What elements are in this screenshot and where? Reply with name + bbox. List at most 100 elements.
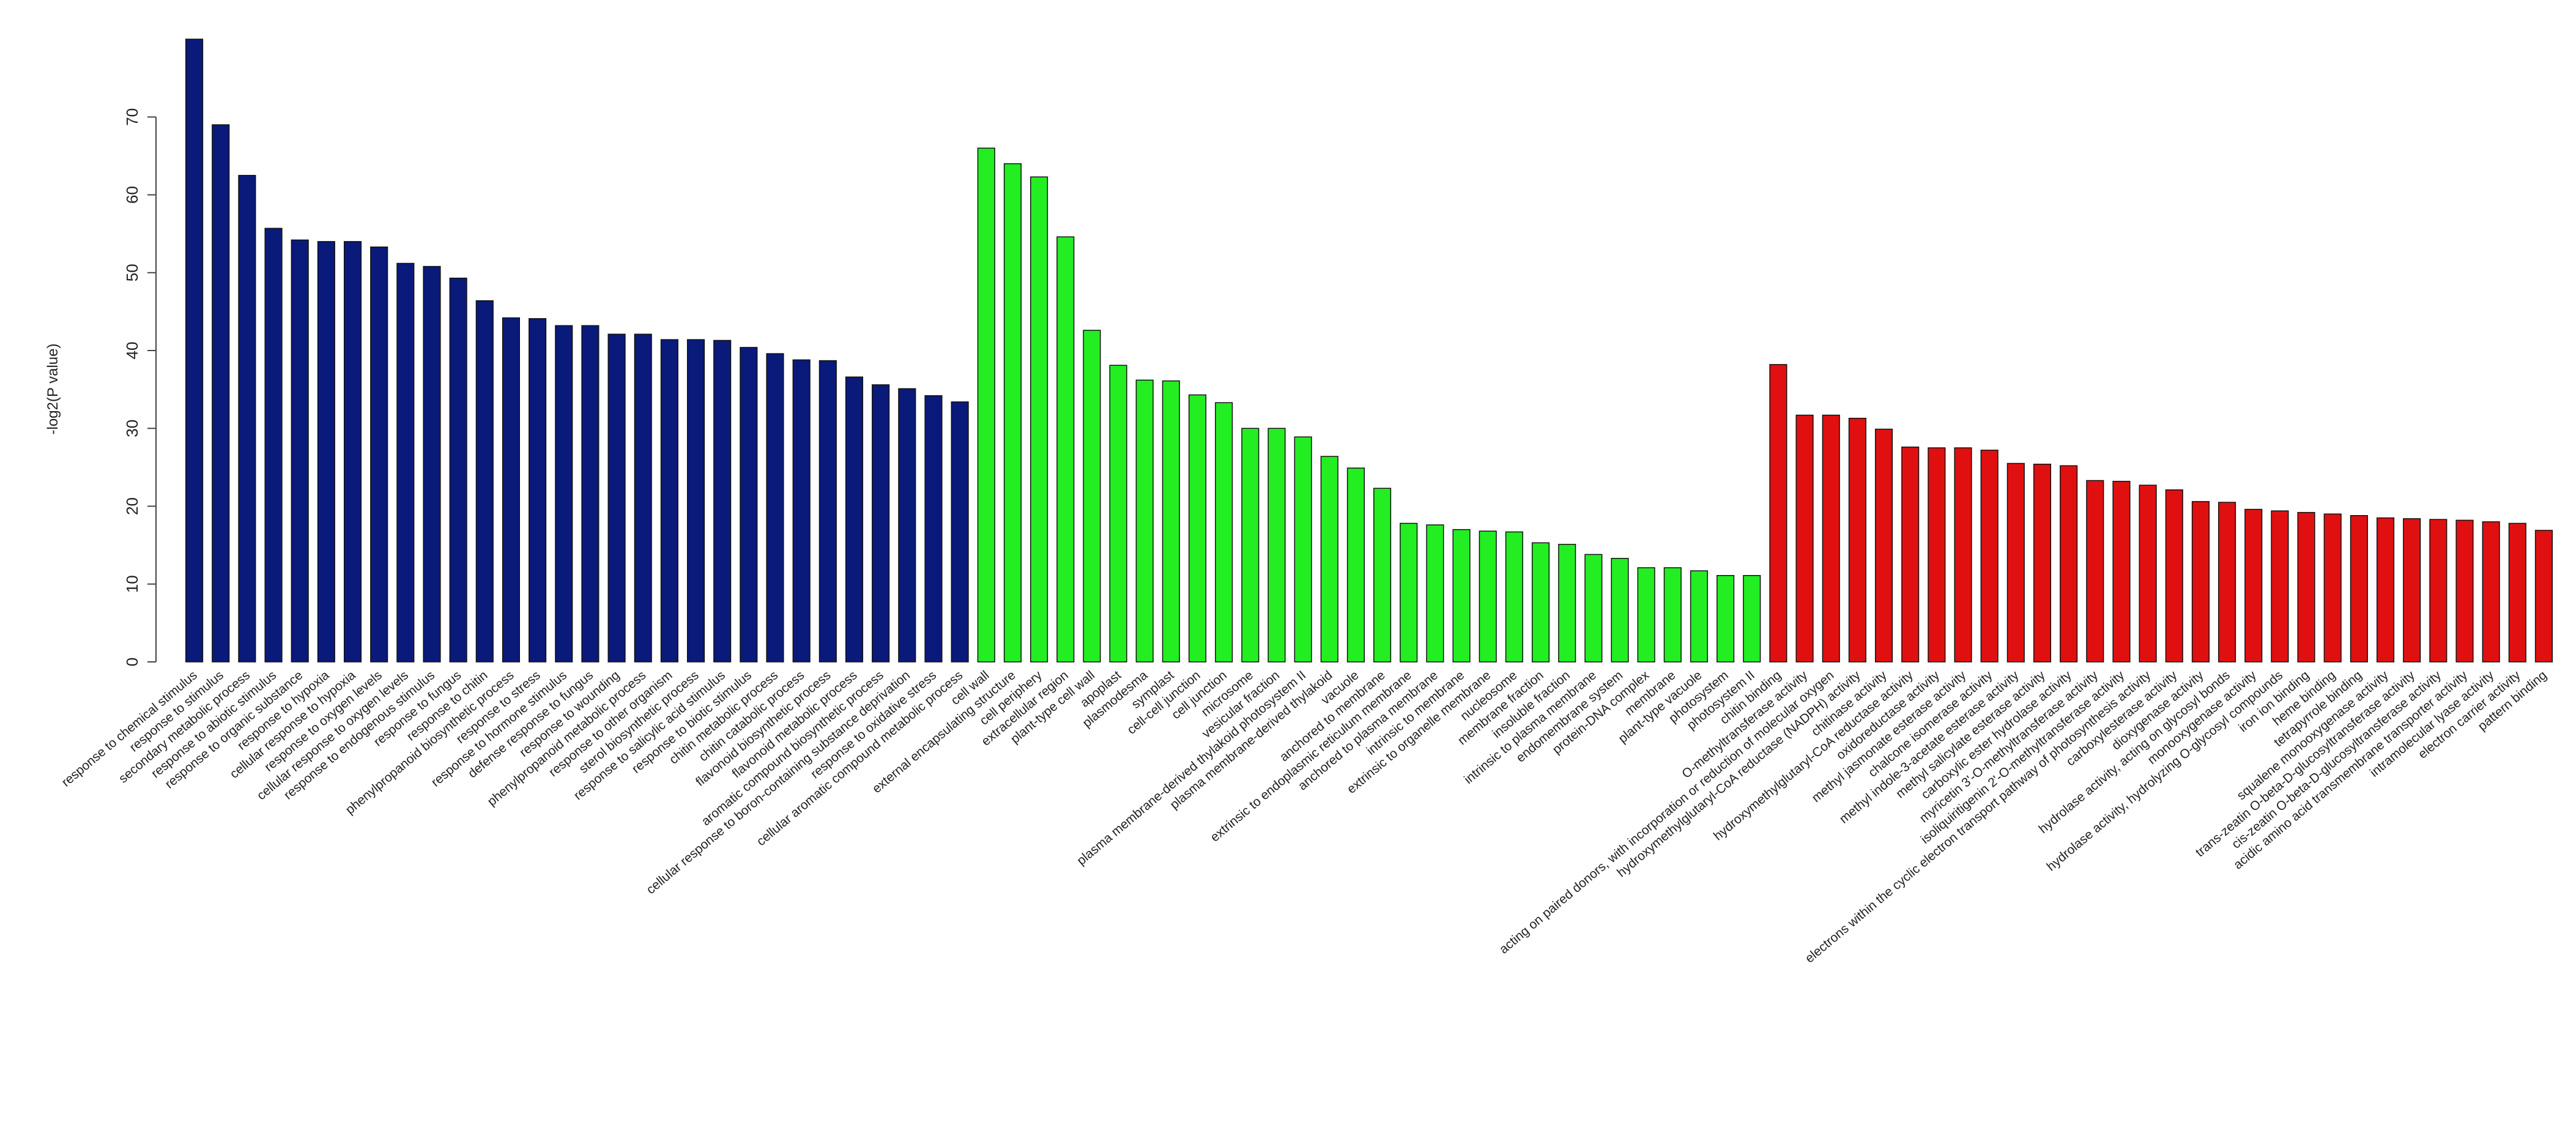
bar xyxy=(2455,519,2474,663)
bar xyxy=(238,174,256,663)
y-tick-label: 10 xyxy=(123,575,141,593)
bar xyxy=(264,228,283,663)
bar xyxy=(2403,518,2421,663)
bar xyxy=(1743,575,1761,663)
bar xyxy=(2429,519,2448,663)
bar xyxy=(317,241,335,663)
bar xyxy=(2218,502,2236,663)
bar xyxy=(1479,530,1497,663)
bar xyxy=(2033,464,2052,663)
bar xyxy=(1188,394,1207,663)
bar xyxy=(1663,567,1682,663)
bar xyxy=(212,124,230,663)
bar xyxy=(1268,428,1286,663)
bar xyxy=(370,247,388,663)
y-tick-label: 60 xyxy=(123,186,141,204)
y-tick-label: 40 xyxy=(123,342,141,360)
bar xyxy=(1611,558,1629,663)
bar xyxy=(2139,484,2157,663)
bar xyxy=(2271,510,2289,663)
y-tick-label: 0 xyxy=(123,658,141,666)
bar xyxy=(713,340,732,663)
bar xyxy=(924,395,943,663)
bar xyxy=(660,339,678,663)
bar xyxy=(1769,364,1787,663)
bar xyxy=(291,239,309,663)
bar xyxy=(1874,428,1893,663)
bar xyxy=(1294,436,1312,663)
bar xyxy=(1531,542,1550,663)
bar xyxy=(2297,511,2315,663)
bar xyxy=(1980,450,1999,663)
bar xyxy=(1822,414,1840,663)
bar xyxy=(2165,489,2183,663)
bar xyxy=(1795,414,1814,663)
bar xyxy=(449,277,467,663)
bar xyxy=(1954,447,1972,663)
y-tick-label: 20 xyxy=(123,497,141,515)
bar xyxy=(1452,529,1471,663)
bar xyxy=(1505,531,1523,663)
bar xyxy=(423,265,441,663)
y-tick-label: 50 xyxy=(123,264,141,281)
bar xyxy=(529,318,547,663)
bar xyxy=(1241,428,1260,663)
bar xyxy=(2323,513,2342,663)
bar xyxy=(845,376,864,663)
bar xyxy=(818,360,837,663)
bar xyxy=(2534,530,2553,663)
y-tick-label: 30 xyxy=(123,420,141,437)
bar xyxy=(1030,176,1049,663)
bar xyxy=(502,317,521,663)
bar xyxy=(766,353,784,663)
bar xyxy=(2508,522,2526,663)
bar xyxy=(1109,365,1127,663)
bar xyxy=(343,241,362,663)
bar xyxy=(898,388,916,663)
bar xyxy=(2482,521,2500,663)
bar xyxy=(1135,379,1154,663)
bar xyxy=(555,325,573,663)
bar xyxy=(1373,488,1392,663)
bar xyxy=(1346,467,1365,663)
bar xyxy=(2350,515,2368,663)
bar xyxy=(740,347,758,663)
bar xyxy=(1901,447,1920,663)
bar xyxy=(2376,517,2395,663)
bar xyxy=(2006,462,2025,663)
bar xyxy=(1717,575,1735,663)
bar xyxy=(1056,236,1075,663)
bar xyxy=(1637,567,1655,663)
bar xyxy=(1690,570,1709,663)
bar xyxy=(2086,480,2104,663)
bar xyxy=(607,333,626,663)
bar xyxy=(872,384,890,663)
bar xyxy=(2191,501,2210,663)
y-tick-label: 70 xyxy=(123,108,141,126)
bar xyxy=(1162,380,1180,663)
bar xyxy=(1558,544,1576,663)
bar xyxy=(1584,554,1603,663)
y-axis-title: -log2(P value) xyxy=(45,344,61,435)
bar xyxy=(634,333,652,663)
bar xyxy=(2060,465,2078,663)
bar xyxy=(1848,417,1866,663)
bar xyxy=(581,325,599,663)
bar xyxy=(951,401,969,663)
bar xyxy=(1400,522,1418,663)
bar xyxy=(2244,508,2263,663)
bar xyxy=(1003,163,1022,663)
bar xyxy=(792,359,811,663)
bar xyxy=(1426,524,1444,663)
bar xyxy=(475,300,494,663)
bar xyxy=(977,147,995,663)
bar xyxy=(1320,456,1338,663)
bar xyxy=(185,39,204,663)
bar xyxy=(686,339,705,663)
bar xyxy=(1215,402,1233,663)
bar xyxy=(1928,447,1946,663)
bar xyxy=(1083,330,1101,663)
bar xyxy=(2112,481,2131,663)
